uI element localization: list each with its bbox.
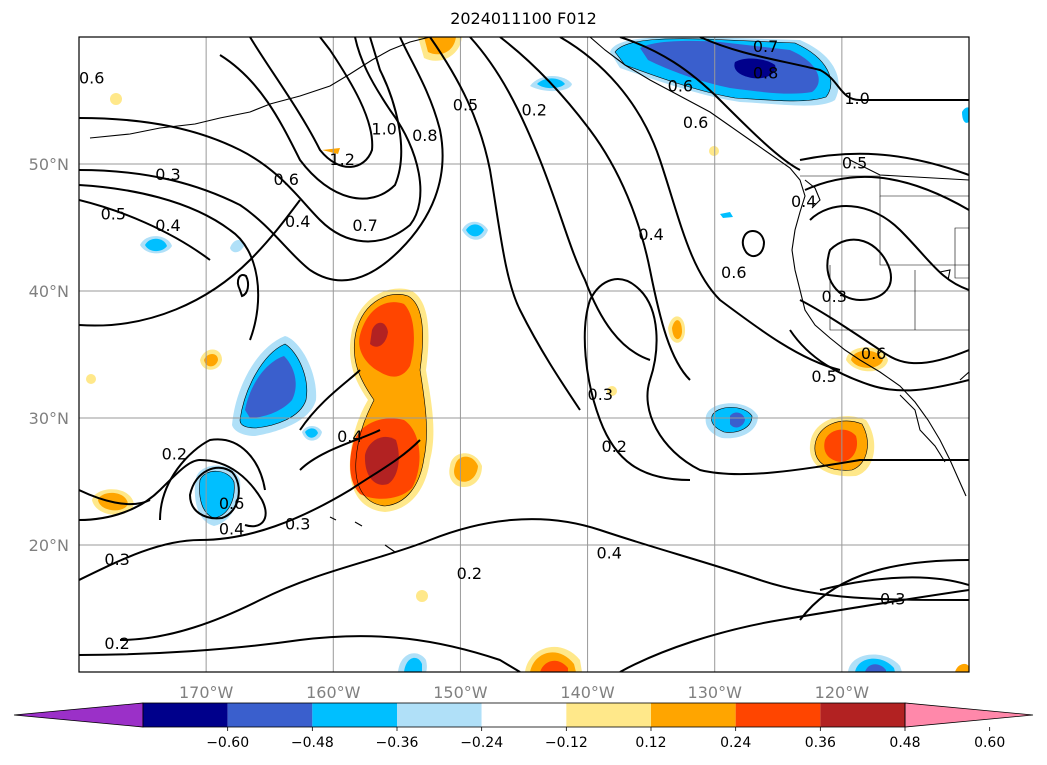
colorbar-tick-label: −0.60 xyxy=(206,735,249,751)
lon-tick-label: 150°W xyxy=(433,683,488,702)
lat-tick-label: 40°N xyxy=(29,282,69,301)
contour-label: 0.2 xyxy=(521,100,546,119)
contour-label: 0.6 xyxy=(721,263,746,282)
colorbar-tick-label: −0.36 xyxy=(376,735,419,751)
colorbar-bin xyxy=(312,703,397,727)
contour-label: 0.4 xyxy=(155,216,180,235)
colorbar-tick-label: −0.12 xyxy=(545,735,588,751)
contour-label: 0.6 xyxy=(668,76,693,95)
map-frame xyxy=(78,36,970,673)
colorbar-tick-label: −0.24 xyxy=(460,735,503,751)
contour-label: 0.6 xyxy=(219,494,244,513)
contour-label: 0.2 xyxy=(602,437,627,456)
lat-tick-label: 20°N xyxy=(29,536,69,555)
contour-label: 0.4 xyxy=(791,192,816,211)
contour-label: 0.3 xyxy=(104,550,129,569)
colorbar-tick-label: 0.48 xyxy=(889,735,920,751)
colorbar-tick-label: 0.12 xyxy=(635,735,666,751)
contour-label: 0.8 xyxy=(412,126,437,145)
contour-label: 0.5 xyxy=(453,95,478,114)
contour-label: 1.2 xyxy=(329,150,354,169)
contour-label: 0.3 xyxy=(822,287,847,306)
map-title: 2024011100 F012 xyxy=(450,9,597,28)
colorbar-tick-label: −0.48 xyxy=(291,735,334,751)
contour-labels: 0.6 0.3 0.5 0.4 0.6 0.4 1.2 1.0 0.7 0.8 0.5 0.2 0.6 0… xyxy=(79,37,905,653)
contour-label: 0.5 xyxy=(811,367,836,386)
lon-tick-label: 160°W xyxy=(306,683,361,702)
colorbar-bin xyxy=(397,703,482,727)
colorbar-frame xyxy=(142,702,906,728)
contour-label: 0.8 xyxy=(753,64,778,83)
contour-label: 0.7 xyxy=(753,37,778,56)
colorbar-bin xyxy=(651,703,736,727)
colorbar-tick-label: 0.24 xyxy=(720,735,751,751)
contour-label: 1.0 xyxy=(844,89,869,108)
colorbar-extend-min xyxy=(13,702,144,728)
contour-label: 0.4 xyxy=(638,225,663,244)
lon-tick-label: 130°W xyxy=(688,683,743,702)
contour-label: 0.3 xyxy=(588,385,613,404)
contour-label: 0.4 xyxy=(337,427,362,446)
coastlines xyxy=(89,37,969,553)
contour-label: 0.3 xyxy=(285,514,310,533)
contour-label: 0.5 xyxy=(101,205,126,224)
colorbar-bin xyxy=(566,703,651,727)
contour-label: 0.2 xyxy=(104,634,129,653)
contour-label: 0.6 xyxy=(683,113,708,132)
axis-labels: 170°W 160°W 150°W 140°W 130°W 120°W 50°N 40°N 30… xyxy=(29,155,870,702)
contour-label: 0.2 xyxy=(457,564,482,583)
political-borders xyxy=(800,175,969,331)
contour-label: 0.3 xyxy=(155,165,180,184)
contour-label: 0.6 xyxy=(861,344,886,363)
contour-label: 0.3 xyxy=(880,589,905,608)
contour-label: 0.4 xyxy=(285,212,310,231)
colorbar-bin xyxy=(481,703,567,727)
lon-tick-label: 120°W xyxy=(815,683,870,702)
anomaly-shading xyxy=(86,37,969,672)
contour-label: 0.7 xyxy=(352,216,377,235)
contour-label: 0.5 xyxy=(842,154,867,173)
lon-tick-label: 140°W xyxy=(560,683,615,702)
colorbar-bin xyxy=(227,703,313,727)
contour-label: 1.0 xyxy=(371,119,396,138)
colorbar-bin xyxy=(143,703,228,727)
contour-label: 0.2 xyxy=(162,445,187,464)
lat-tick-label: 50°N xyxy=(29,155,69,174)
lon-tick-label: 170°W xyxy=(179,683,234,702)
colorbar-tick-label: 0.36 xyxy=(805,735,836,751)
lat-tick-label: 30°N xyxy=(29,409,69,428)
contour-label: 0.4 xyxy=(596,544,621,563)
contour-label: 0.6 xyxy=(79,69,104,88)
colorbar-tick-label: 0.60 xyxy=(974,735,1005,751)
colorbar-bin xyxy=(735,703,821,727)
shading-outlines xyxy=(199,38,868,519)
colorbar: −0.60 −0.48 −0.36 −0.24 −0.12 0.12 0.24 0.36 0.4… xyxy=(13,702,1034,751)
colorbar-extend-max xyxy=(904,702,1034,728)
contour-label: 0.4 xyxy=(219,519,244,538)
contour-lines xyxy=(79,37,969,672)
colorbar-bin xyxy=(820,703,905,727)
contour-label: 0.6 xyxy=(274,170,299,189)
